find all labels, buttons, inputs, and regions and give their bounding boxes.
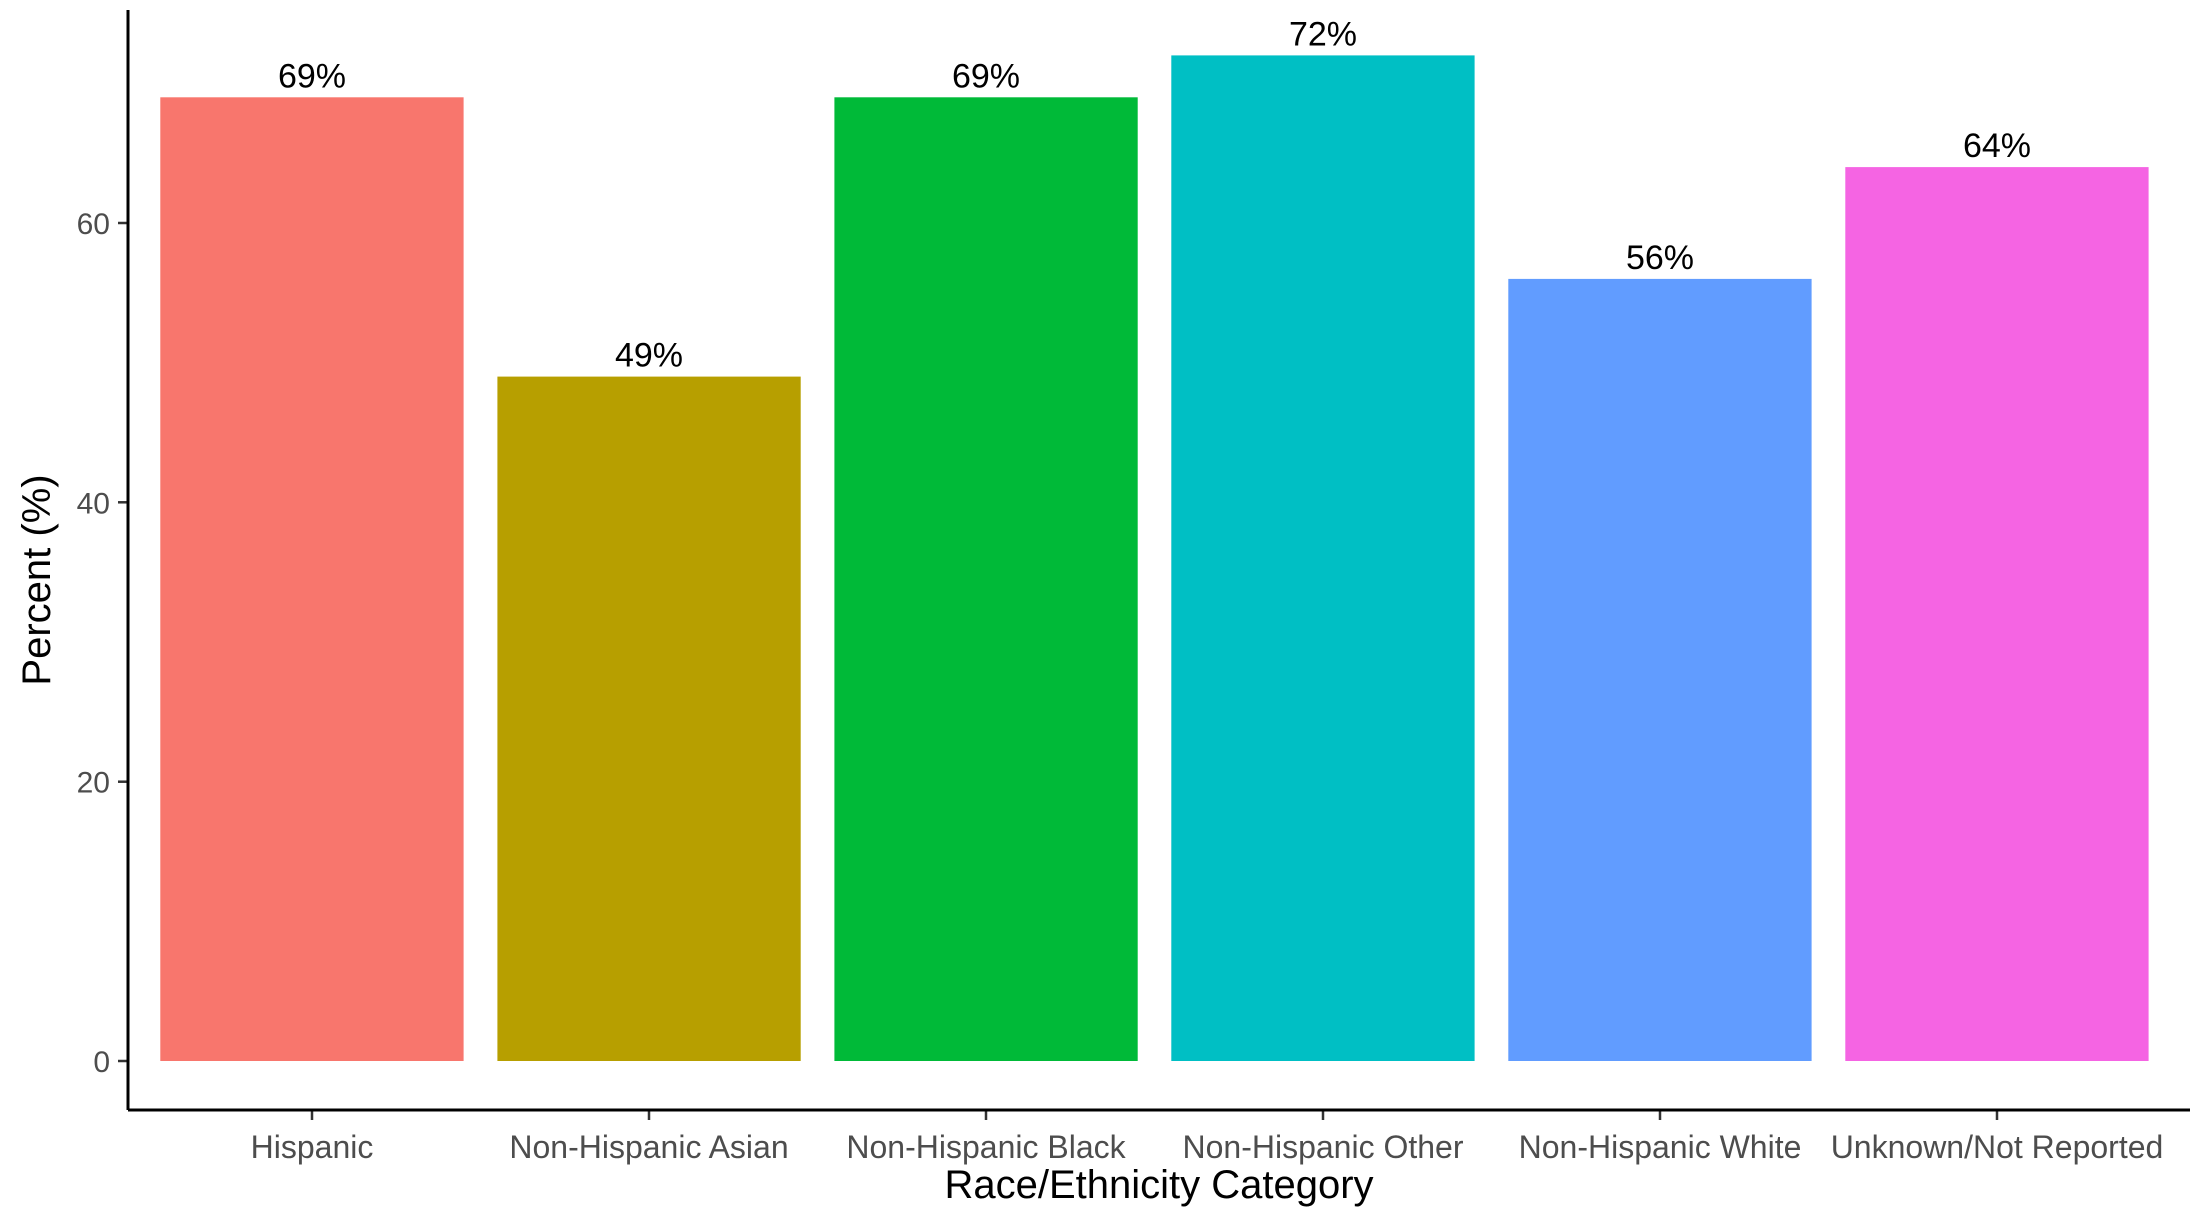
data-label-4: 56% [1626, 239, 1694, 277]
x-tick-label-0: Hispanic [251, 1129, 374, 1165]
y-tick-label-1: 20 [77, 767, 110, 800]
data-label-1: 49% [615, 337, 683, 375]
x-axis: Hispanic Non-Hispanic Asian Non-Hispanic B… [128, 1108, 2190, 1165]
x-tick-label-5: Unknown/Not Reported [1831, 1129, 2164, 1165]
data-label-3: 72% [1289, 15, 1357, 53]
bar-4 [1508, 278, 1812, 1061]
bar-2 [834, 97, 1138, 1062]
data-label-0: 69% [278, 57, 346, 95]
bars-group [160, 55, 2149, 1062]
bar-5 [1845, 167, 2149, 1062]
x-tick-label-4: Non-Hispanic White [1519, 1129, 1802, 1165]
y-tick-label-2: 40 [77, 487, 110, 520]
y-tick-label-3: 60 [77, 208, 110, 241]
y-axis-title: Percent (%) [15, 474, 59, 685]
data-labels-group: 69% 49% 69% 72% 56% 64% [278, 15, 2031, 374]
x-tick-label-3: Non-Hispanic Other [1183, 1129, 1464, 1165]
bar-0 [160, 97, 464, 1062]
bar-3 [1171, 55, 1475, 1061]
data-label-2: 69% [952, 57, 1020, 95]
bar-1 [497, 376, 801, 1062]
x-tick-label-1: Non-Hispanic Asian [509, 1129, 788, 1165]
data-label-5: 64% [1963, 127, 2031, 165]
x-axis-title: Race/Ethnicity Category [944, 1163, 1373, 1207]
y-tick-label-0: 0 [93, 1046, 110, 1079]
x-tick-label-2: Non-Hispanic Black [846, 1129, 1126, 1165]
y-axis: 0 20 40 60 [77, 10, 130, 1110]
